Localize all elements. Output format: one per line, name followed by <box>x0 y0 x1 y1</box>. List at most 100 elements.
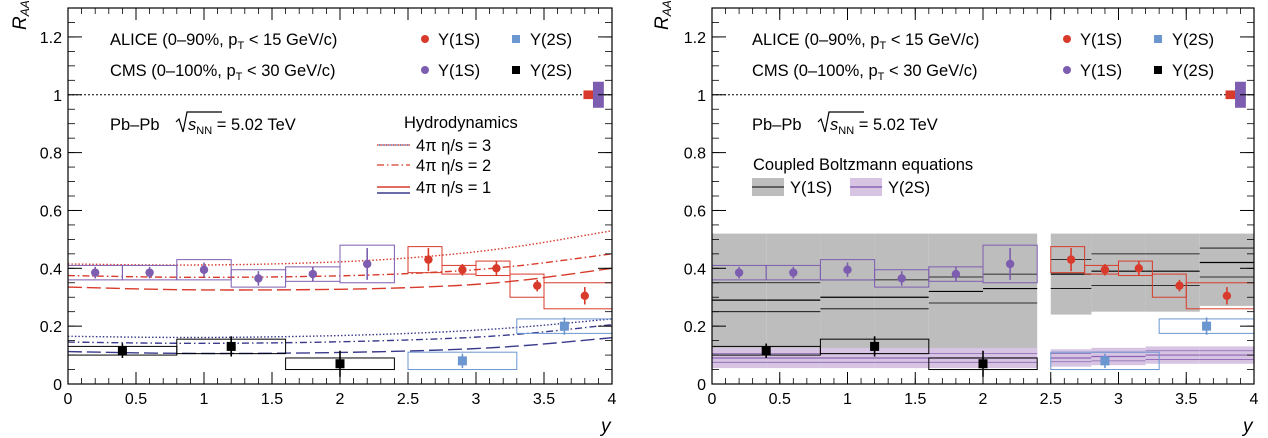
right-alice-1s--syst-box <box>1118 260 1153 277</box>
right-legend-alice-2s-marker <box>1154 35 1162 43</box>
right-legend-cms-1s-marker <box>1063 66 1071 74</box>
left-model-curve-3-y1S <box>67 267 613 291</box>
left-sqrt-sign <box>175 111 222 133</box>
left-model-title: Hydrodynamics <box>404 114 518 132</box>
right-xtick-label: 3.5 <box>1175 391 1197 408</box>
left-ytick-label: 0 <box>53 377 62 394</box>
left-cms-1s--point <box>254 274 263 283</box>
right-legend-cms-2s: Υ(2S) <box>1172 62 1214 80</box>
right-legend: ALICE (0–90%, pT < 15 GeV/c) CMS (0–100%… <box>752 31 1214 197</box>
left-legend-cms-2s: Υ(2S) <box>530 62 572 80</box>
right-xtick-label: 3 <box>1114 391 1123 408</box>
right-legend-alice-1s: Υ(1S) <box>1080 31 1122 49</box>
right-alice-1s--point <box>1066 255 1076 264</box>
left-collision-system: Pb–Pb <box>110 116 160 134</box>
left-alice-1s--point <box>492 264 501 273</box>
right-band-1s-label: Υ(1S) <box>790 179 832 197</box>
right-xtick-label: 1.5 <box>904 391 926 408</box>
left-ytick-label: 0.6 <box>40 203 62 220</box>
left-legend-cms-1s: Υ(1S) <box>438 62 480 80</box>
right-xtick-label: 0.5 <box>769 391 791 408</box>
right-panel: 0 0.5 1 1.5 2 2.5 3 3.5 4 0 0.2 0.4 0.6 0.8 1 1.2 RAA y… <box>652 0 1259 437</box>
right-band-1s-bin <box>766 233 821 364</box>
left-global-unc-alice <box>583 90 596 100</box>
right-cms-1s--syst-box <box>982 244 1038 284</box>
left-cms-2s--point <box>117 346 127 356</box>
left-ytick-label: 1 <box>53 88 62 105</box>
left-legend-alice-1s-marker <box>421 35 429 43</box>
left-alice-2s--point <box>559 321 569 331</box>
right-legend-alice-1s-marker <box>1063 35 1071 43</box>
left-alice-2s--syst-box <box>407 351 518 371</box>
right-alice-2s--point <box>1202 321 1212 331</box>
left-xtick-label: 0 <box>64 391 73 408</box>
right-xtick-label: 4 <box>1250 391 1259 408</box>
right-plot-area <box>711 81 1255 377</box>
right-ytick-label: 0.4 <box>684 261 706 278</box>
left-ytick-label: 0.8 <box>40 146 62 163</box>
right-xtick-label: 1 <box>843 391 852 408</box>
right-cms-1s--point <box>843 265 852 274</box>
right-cms-2s--point <box>978 359 988 369</box>
right-ytick-label: 0.6 <box>684 203 706 220</box>
right-xlabel: y <box>1241 416 1254 437</box>
left-xtick-label: 2.5 <box>397 391 419 408</box>
left-legend-cms: CMS (0–100%, pT < 30 GeV/c) <box>110 62 335 83</box>
left-ytick-label: 1.2 <box>40 30 62 47</box>
right-cms-1s--point <box>897 274 906 283</box>
right-alice-1s--point <box>1134 264 1144 273</box>
right-cms-1s--point <box>789 268 798 277</box>
right-band-1s-bin <box>820 233 875 364</box>
right-band-1s-bin <box>928 233 983 361</box>
left-legend-cms-2s-marker <box>512 66 520 74</box>
left-alice-1s--point <box>424 255 433 264</box>
left-cms-1s--point <box>308 269 317 279</box>
right-legend-cms-1s: Υ(1S) <box>1080 62 1122 80</box>
right-ytick-label: 0.2 <box>684 319 706 336</box>
right-legend-alice: ALICE (0–90%, pT < 15 GeV/c) <box>752 31 979 52</box>
right-band-1s-bin <box>1145 233 1200 312</box>
right-cms-2s--point <box>761 346 771 356</box>
left-alice-1s--syst-box <box>543 282 613 310</box>
left-cms-1s--point <box>199 265 209 274</box>
right-ylabel: RAA <box>652 0 674 30</box>
left-legend-alice-2s-marker <box>512 35 520 43</box>
left-xtick-label: 2 <box>336 391 345 408</box>
left-ylabel: RAA <box>10 0 32 30</box>
left-xtick-label: 3.5 <box>533 391 555 408</box>
left-cms-1s--syst-box <box>339 244 395 284</box>
right-sqrt-sign <box>817 111 864 133</box>
left-model-label-1: 4π η/s = 1 <box>416 179 491 197</box>
left-alice-1s--syst-box <box>407 246 443 274</box>
right-model-title: Coupled Boltzmann equations <box>753 156 973 174</box>
right-alice-1s--point <box>1100 265 1110 274</box>
right-cms-1s--point <box>1005 259 1015 269</box>
left-model-curve-1-y2S <box>67 318 613 339</box>
left-cms-2s--point <box>335 359 345 369</box>
right-ytick-label: 0.8 <box>684 146 706 163</box>
right-xtick-label: 2 <box>979 391 988 408</box>
right-xtick-label: 2.5 <box>1040 391 1062 408</box>
right-xtick-label: 0 <box>708 391 717 408</box>
right-legend-cms: CMS (0–100%, pT < 30 GeV/c) <box>752 62 977 83</box>
left-alice-1s--syst-box <box>475 260 511 277</box>
right-ytick-label: 0 <box>697 377 706 394</box>
right-alice-1s--syst-box <box>1050 246 1086 274</box>
left-xtick-label: 1.5 <box>261 391 283 408</box>
right-energy: sNN = 5.02 TeV <box>830 116 938 137</box>
left-alice-1s--point <box>458 265 467 274</box>
right-collision-system: Pb–Pb <box>752 116 802 134</box>
left-legend: ALICE (0–90%, pT < 15 GeV/c) CMS (0–100%… <box>110 31 572 197</box>
left-legend-alice-1s: Υ(1S) <box>438 31 480 49</box>
right-alice-1s--point <box>1175 281 1184 290</box>
left-cms-1s--point <box>145 268 154 277</box>
left-xlabel: y <box>599 416 612 437</box>
right-cms-1s--point <box>734 268 744 277</box>
left-alice-1s--point <box>580 291 589 300</box>
right-cms-1s--point <box>951 269 961 279</box>
right-alice-2s--point <box>1100 356 1110 366</box>
left-legend-alice: ALICE (0–90%, pT < 15 GeV/c) <box>110 31 337 52</box>
left-energy: sNN = 5.02 TeV <box>188 116 296 137</box>
left-cms-1s--point <box>91 268 100 277</box>
right-band-1s-bin <box>712 233 767 364</box>
